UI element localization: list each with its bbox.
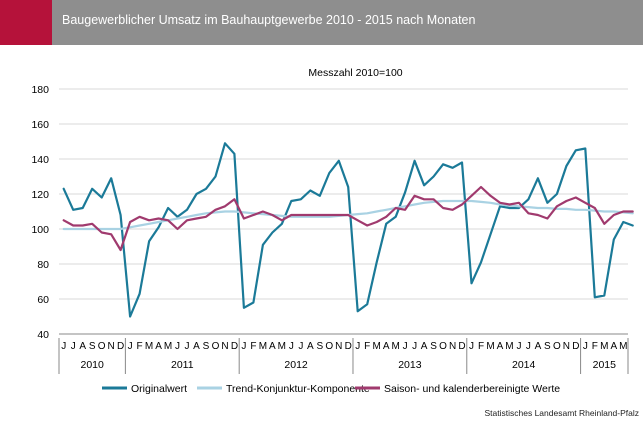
x-tick-label: D [345, 341, 352, 352]
y-tick-label: 80 [37, 259, 49, 271]
x-tick-label: M [259, 341, 267, 352]
x-tick-label: A [383, 341, 390, 352]
legend-label: Trend-Konjunktur-Komponente [226, 383, 370, 395]
x-tick-label: N [335, 341, 342, 352]
x-tick-label: N [221, 341, 228, 352]
x-tick-label: J [185, 341, 190, 352]
x-tick-label: A [421, 341, 428, 352]
x-tick-label: M [373, 341, 381, 352]
x-tick-label: J [403, 341, 408, 352]
x-tick-label: J [298, 341, 303, 352]
y-tick-label: 160 [31, 119, 49, 131]
x-tick-label: F [137, 341, 143, 352]
series-line [62, 185, 634, 252]
legend-label: Originalwert [131, 383, 187, 395]
x-tick-label: J [128, 341, 133, 352]
x-tick-label: D [458, 341, 465, 352]
x-tick-label: S [316, 341, 323, 352]
year-label: 2011 [171, 359, 194, 371]
y-tick-label: 60 [37, 294, 49, 306]
x-tick-label: J [61, 341, 66, 352]
x-tick-label: M [486, 341, 494, 352]
x-tick-label: J [175, 341, 180, 352]
x-tick-label: F [250, 341, 256, 352]
source-note: Statistisches Landesamt Rheinland-Pfalz [484, 408, 640, 418]
x-tick-label: N [108, 341, 115, 352]
x-tick-label: A [269, 341, 276, 352]
x-tick-label: S [203, 341, 210, 352]
header-bar: Baugewerblicher Umsatz im Bauhauptgewerb… [0, 0, 643, 45]
x-tick-label: O [98, 341, 106, 352]
x-tick-label: J [516, 341, 521, 352]
x-tick-label: J [469, 341, 474, 352]
year-label: 2012 [284, 359, 308, 371]
x-tick-label: A [193, 341, 200, 352]
x-tick-label: J [355, 341, 360, 352]
x-tick-label: S [89, 341, 96, 352]
x-tick-label: M [600, 341, 608, 352]
x-tick-label: D [117, 341, 124, 352]
x-tick-label: F [478, 341, 484, 352]
year-label: 2013 [398, 359, 422, 371]
x-tick-label: D [231, 341, 238, 352]
header-accent-block [0, 0, 52, 45]
x-tick-label: O [553, 341, 561, 352]
x-tick-label: M [278, 341, 286, 352]
x-tick-label: A [610, 341, 617, 352]
x-tick-label: O [325, 341, 333, 352]
x-tick-label: A [497, 341, 504, 352]
y-tick-label: 180 [31, 84, 49, 96]
x-tick-label: M [391, 341, 399, 352]
legend-label: Saison- und kalenderbereinigte Werte [384, 383, 560, 395]
y-tick-label: 100 [31, 224, 49, 236]
x-tick-label: J [583, 341, 588, 352]
x-tick-label: J [412, 341, 417, 352]
x-tick-label: A [535, 341, 542, 352]
x-tick-label: J [526, 341, 531, 352]
x-tick-label: S [544, 341, 551, 352]
x-tick-label: N [563, 341, 570, 352]
x-tick-label: S [430, 341, 437, 352]
chart-title: Messzahl 2010=100 [308, 67, 402, 79]
y-tick-label: 140 [31, 154, 49, 166]
y-tick-label: 120 [31, 189, 49, 201]
year-label: 2015 [593, 359, 617, 371]
x-tick-label: J [241, 341, 246, 352]
y-tick-label: 40 [37, 329, 49, 341]
year-label: 2010 [81, 359, 105, 371]
x-tick-label: M [145, 341, 153, 352]
x-tick-label: J [289, 341, 294, 352]
x-tick-label: A [307, 341, 314, 352]
year-label: 2014 [512, 359, 536, 371]
x-tick-label: A [155, 341, 162, 352]
x-tick-label: N [449, 341, 456, 352]
x-tick-label: J [71, 341, 76, 352]
x-tick-label: O [212, 341, 220, 352]
x-tick-label: O [439, 341, 447, 352]
x-tick-label: F [364, 341, 370, 352]
x-tick-label: M [619, 341, 627, 352]
x-tick-label: M [505, 341, 513, 352]
x-tick-label: M [164, 341, 172, 352]
x-tick-label: A [79, 341, 86, 352]
x-tick-label: F [592, 341, 598, 352]
x-tick-label: D [572, 341, 579, 352]
page-title: Baugewerblicher Umsatz im Bauhauptgewerb… [62, 13, 476, 27]
series-line [62, 142, 634, 318]
